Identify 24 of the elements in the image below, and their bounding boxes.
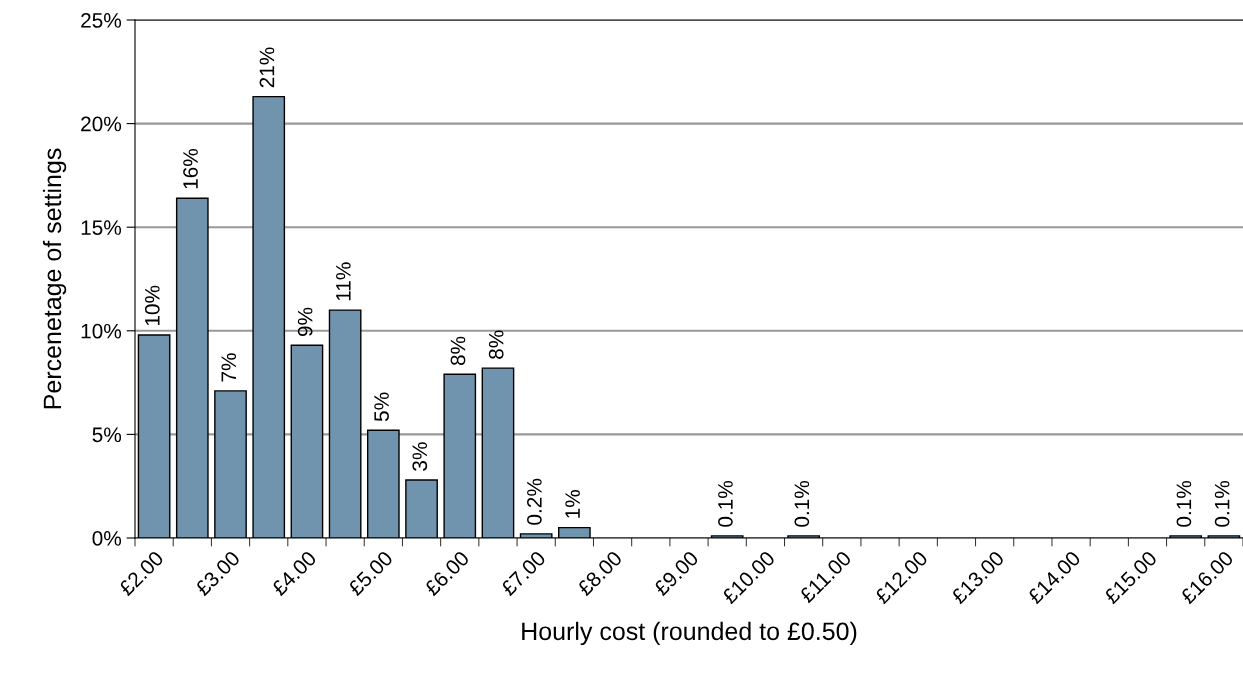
data-label: 0.2% [527, 478, 542, 525]
data-label: 9% [297, 307, 313, 337]
data-label: 1% [565, 489, 580, 518]
y-tick-label: 0% [92, 531, 122, 546]
data-label: 0.1% [794, 480, 810, 527]
data-label: 8% [450, 336, 466, 366]
y-tick-label: 25% [81, 13, 122, 28]
y-tick-label: 15% [81, 220, 122, 235]
y-tick-label: 20% [81, 116, 122, 132]
data-label: 10% [144, 285, 160, 326]
data-label: 0.1% [718, 480, 733, 527]
data-label: 16% [183, 148, 198, 189]
data-label: 11% [336, 262, 351, 301]
data-label: 0.1% [1176, 480, 1192, 527]
y-axis-title: Percenetage of settings [42, 148, 67, 409]
y-tick-label: 5% [92, 427, 122, 443]
data-label: 8% [488, 330, 504, 359]
data-label: 3% [412, 442, 428, 471]
data-label: 7% [221, 353, 237, 382]
data-label: 0.1% [1214, 480, 1230, 527]
y-tick-label: 10% [81, 323, 122, 339]
data-label: 5% [374, 392, 389, 422]
data-label: 21% [259, 47, 275, 88]
x-axis-title: Hourly cost (rounded to £0.50) [522, 621, 857, 646]
